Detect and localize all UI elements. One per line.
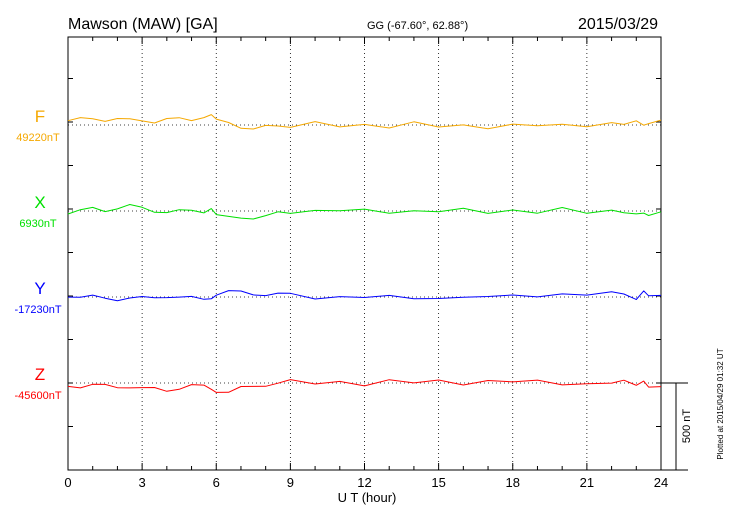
series-layer [67, 114, 662, 393]
date-label: 2015/03/29 [578, 16, 658, 33]
series-baseline-y: -17230nT [14, 304, 61, 316]
x-tick-label: 15 [431, 475, 445, 490]
series-line-f [67, 114, 662, 130]
x-tick-label: 6 [213, 475, 220, 490]
x-tick-label: 12 [357, 475, 371, 490]
x-axis-title: U T (hour) [338, 490, 397, 505]
x-tick-labels: 0 3 6 9 12 15 18 21 24 [64, 475, 668, 490]
series-baseline-z: -45600nT [14, 390, 61, 402]
x-tick-label: 18 [506, 475, 520, 490]
series-line-x [67, 204, 662, 220]
x-tick-label: 0 [64, 475, 71, 490]
axis-ticks [67, 37, 662, 470]
series-line-z [67, 379, 662, 393]
scale-bar-label: 500 nT [681, 409, 693, 444]
x-tick-label: 21 [580, 475, 594, 490]
series-line-y [67, 290, 662, 302]
series-name-f: F [35, 107, 45, 126]
x-tick-label: 24 [654, 475, 668, 490]
scale-bar: 500 nT [661, 382, 693, 471]
station-title: Mawson (MAW) [GA] [68, 16, 218, 33]
series-name-z: Z [35, 365, 45, 384]
series-labels: F 49220nT X 6930nT Y -17230nT Z -45600nT [14, 107, 61, 402]
series-name-x: X [34, 193, 45, 212]
x-tick-label: 9 [287, 475, 294, 490]
series-baseline-x: 6930nT [19, 218, 57, 230]
series-baseline-f: 49220nT [16, 132, 60, 144]
series-name-y: Y [34, 279, 45, 298]
grid-lines [68, 37, 661, 470]
plotted-timestamp: Plotted at 2015/04/29 01:32 UT [716, 348, 725, 459]
x-tick-label: 3 [139, 475, 146, 490]
geo-coordinates: GG (-67.60°, 62.88°) [367, 20, 468, 32]
